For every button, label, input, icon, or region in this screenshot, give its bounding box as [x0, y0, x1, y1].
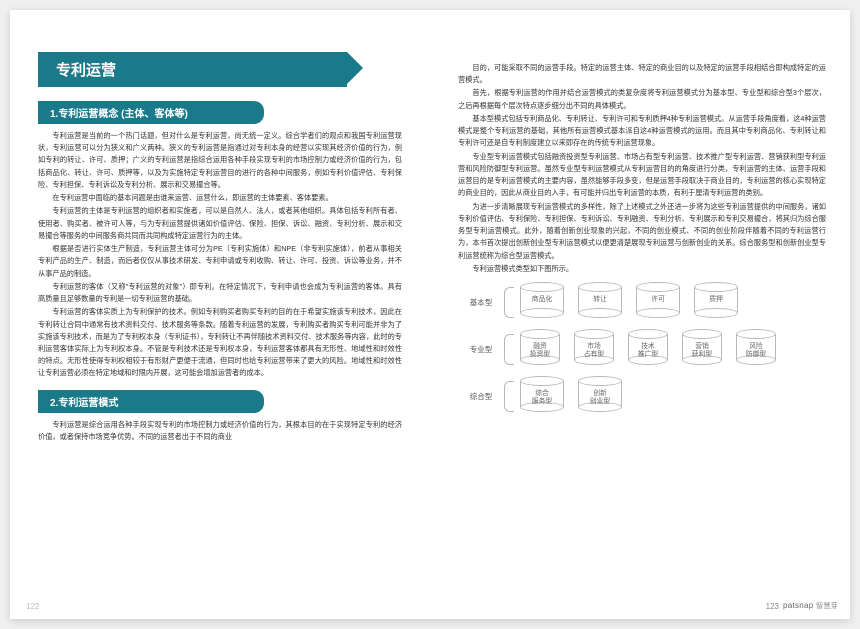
- bracket-icon: [504, 334, 514, 365]
- cylinder-label: 创新创业型: [578, 390, 622, 406]
- right-page: 目的，可能采取不同的运营手段。特定的运营主体、特定的商业目的以及特定的运营手段相…: [430, 10, 850, 619]
- cylinder-icon: 许可: [636, 287, 680, 318]
- page-number-right: 123 patsnap 智慧芽: [766, 601, 838, 611]
- section-1-body: 专利运营是当前的一个热门话题，但对什么是专利运营，尚无统一定义。综合学者们的观点…: [38, 130, 402, 380]
- cylinder-label: 质押: [694, 296, 738, 304]
- cylinder-label: 转让: [578, 296, 622, 304]
- cylinder-label: 商品化: [520, 296, 564, 304]
- brand-logo: patsnap 智慧芽: [783, 601, 838, 611]
- cylinder-icon: 市场占有型: [574, 334, 614, 365]
- cylinder-icon: 质押: [694, 287, 738, 318]
- cylinder-icon: 营销获利型: [682, 334, 722, 365]
- page-num: 123: [766, 602, 779, 611]
- section-2-heading: 2.专利运营模式: [38, 390, 264, 413]
- cylinder-label: 市场占有型: [574, 343, 614, 359]
- cylinder-icon: 商品化: [520, 287, 564, 318]
- cylinder-label: 许可: [636, 296, 680, 304]
- cylinder-group: 综合服务型创新创业型: [520, 381, 826, 412]
- para: 专利运营的客体（又称"专利运营的对象"）即专利。在特定情况下，专利申请也会成为专…: [38, 281, 402, 305]
- para: 专业型专利运营模式包括融资投资型专利运营、市场占有型专利运营、技术推广型专利运营…: [458, 151, 826, 200]
- cylinder-icon: 风险防御型: [736, 334, 776, 365]
- diagram-row-label: 综合型: [458, 391, 504, 402]
- cylinder-icon: 技术推广型: [628, 334, 668, 365]
- diagram-row: 综合型 综合服务型创新创业型: [458, 381, 826, 412]
- section-2-body: 专利运营是综合运用各种手段实现专利的市场控制力或经济价值的行为，其根本目的在于实…: [38, 419, 402, 443]
- cylinder-icon: 创新创业型: [578, 381, 622, 412]
- diagram-row: 基本型 商品化 转让 许可 质押: [458, 287, 826, 318]
- para: 专利运营的主体是专利运营的组织者和实施者，可以是自然人、法人，或者其他组织。具体…: [38, 205, 402, 242]
- cylinder-label: 风险防御型: [736, 343, 776, 359]
- para: 目的，可能采取不同的运营手段。特定的运营主体、特定的商业目的以及特定的运营手段相…: [458, 62, 826, 86]
- left-page: 专利运营 1.专利运营概念 (主体、客体等) 专利运营是当前的一个热门话题，但对…: [10, 10, 430, 619]
- cylinder-icon: 综合服务型: [520, 381, 564, 412]
- bracket-icon: [504, 287, 514, 318]
- diagram-row: 专业型 融资投资型市场占有型技术推广型营销获利型风险防御型: [458, 334, 826, 365]
- cylinder-icon: 融资投资型: [520, 334, 560, 365]
- section-1-heading: 1.专利运营概念 (主体、客体等): [38, 101, 264, 124]
- chapter-title: 专利运营: [38, 52, 347, 87]
- para: 根据是否进行实体生产制造，专利运营主体可分为PE（专利实施体）和NPE（非专利实…: [38, 243, 402, 280]
- bracket-icon: [504, 381, 514, 412]
- page-number-left: 122: [26, 602, 39, 611]
- right-body: 目的，可能采取不同的运营手段。特定的运营主体、特定的商业目的以及特定的运营手段相…: [458, 62, 826, 275]
- para: 专利运营模式类型如下图所示。: [458, 263, 826, 275]
- para: 专利运营的客体实质上为专利保护的技术。例如专利购买者购买专利的目的在于希望实施该…: [38, 306, 402, 379]
- cylinder-group: 融资投资型市场占有型技术推广型营销获利型风险防御型: [520, 334, 826, 365]
- cylinder-group: 商品化 转让 许可 质押: [520, 287, 826, 318]
- para: 专利运营是综合运用各种手段实现专利的市场控制力或经济价值的行为，其根本目的在于实…: [38, 419, 402, 443]
- para: 专利运营是当前的一个热门话题，但对什么是专利运营，尚无统一定义。综合学者们的观点…: [38, 130, 402, 191]
- page-spread: 专利运营 1.专利运营概念 (主体、客体等) 专利运营是当前的一个热门话题，但对…: [10, 10, 850, 619]
- cylinder-label: 技术推广型: [628, 343, 668, 359]
- diagram-row-label: 专业型: [458, 344, 504, 355]
- cylinder-icon: 转让: [578, 287, 622, 318]
- diagram-row-label: 基本型: [458, 297, 504, 308]
- para: 为进一步清晰展现专利运营模式的多样性，除了上述模式之外还进一步将为这些专利运营提…: [458, 201, 826, 262]
- cylinder-label: 营销获利型: [682, 343, 722, 359]
- operation-model-diagram: 基本型 商品化 转让 许可 质押专业型 融资投资型市场占有型技术推广型营销获利型风险防御型…: [458, 287, 826, 412]
- para: 首先，根据专利运营的作用并结合运营模式的类复杂度将专利运营模式分为基本型、专业型…: [458, 87, 826, 111]
- para: 基本型模式包括专利商品化、专利转让、专利许可和专利质押4种专利运营模式。从运营手…: [458, 113, 826, 150]
- cylinder-label: 综合服务型: [520, 390, 564, 406]
- para: 在专利运营中面临的基本问题是由谁来运营、运营什么，即运营的主体要素、客体要素。: [38, 192, 402, 204]
- cylinder-label: 融资投资型: [520, 343, 560, 359]
